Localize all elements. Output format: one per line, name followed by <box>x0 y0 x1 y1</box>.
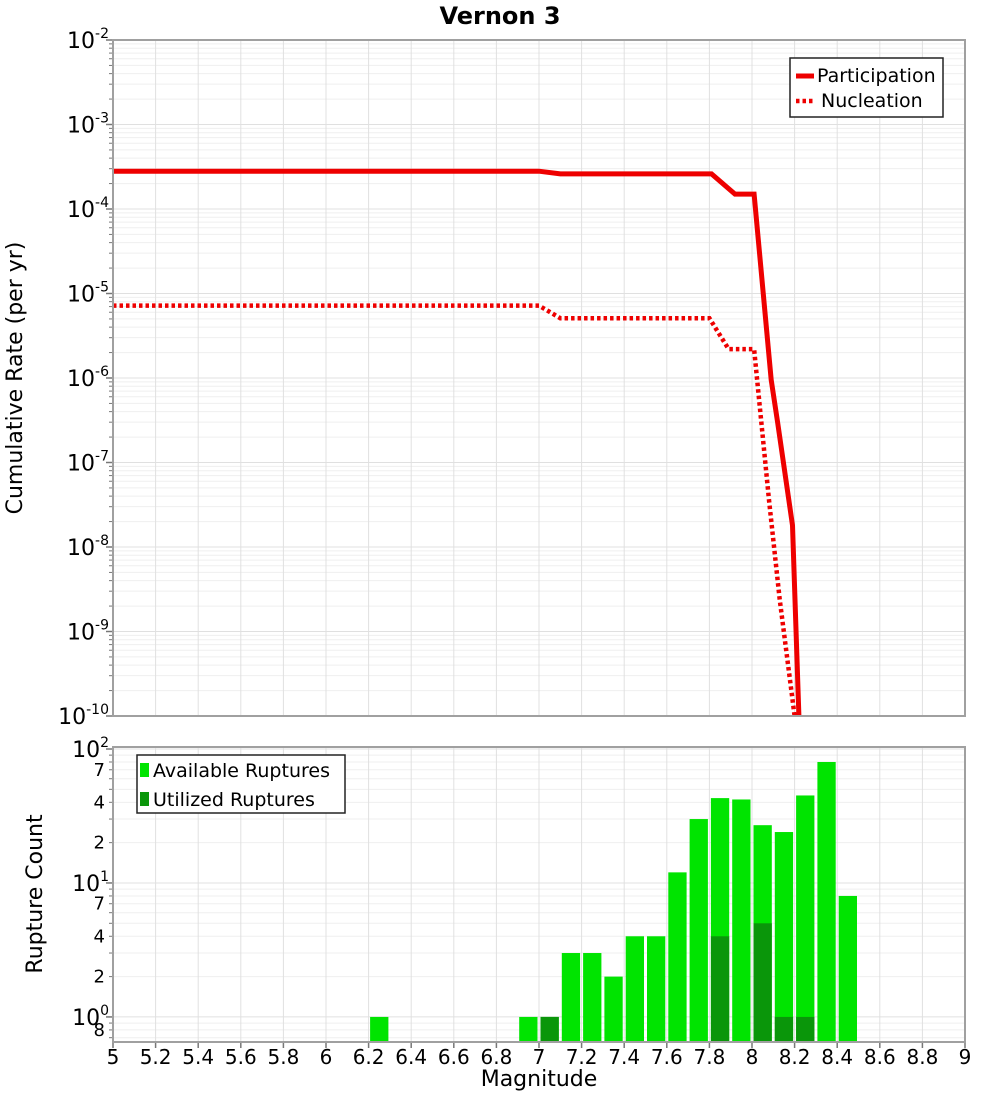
legend-label-available: Available Ruptures <box>153 760 330 782</box>
top-y-axis: 10-10 10-9 10-8 10-7 10-6 10-5 10-4 10-3 10-2 <box>58 26 113 730</box>
y-tick-label: 10-7 <box>67 449 109 477</box>
available-bar <box>625 936 644 1042</box>
top-plot-border <box>112 39 966 717</box>
x-tick-label: 7.2 <box>566 1045 598 1069</box>
utilized-bar <box>753 923 772 1042</box>
x-tick-label: 8 <box>746 1045 759 1069</box>
y-minor-tick-label: 2 <box>94 967 105 988</box>
x-tick-label: 5.6 <box>225 1045 257 1069</box>
utilized-bar <box>710 936 730 1042</box>
x-tick-label: 7.4 <box>608 1045 640 1069</box>
x-tick-label: 9 <box>959 1045 972 1069</box>
y-minor-tick-label: 4 <box>94 926 105 947</box>
y-tick-label: 10-10 <box>58 702 109 730</box>
available-bar <box>561 953 581 1042</box>
x-tick-label: 6.8 <box>480 1045 512 1069</box>
top-legend-box <box>789 57 944 118</box>
y-minor-tick-label: 2 <box>94 833 105 854</box>
y-tick-label: 10-2 <box>67 26 109 54</box>
y-minor-tick-label: 7 <box>94 894 105 915</box>
available-bar <box>668 872 687 1042</box>
x-tick-label: 6.6 <box>438 1045 470 1069</box>
nucleation-line <box>113 303 797 717</box>
top-y-axis-label: Cumulative Rate (per yr) <box>3 242 28 515</box>
x-tick-label: 7 <box>533 1045 546 1069</box>
available-bar <box>647 936 666 1042</box>
x-tick-label: 5 <box>107 1045 120 1069</box>
x-tick-label: 6 <box>320 1045 333 1069</box>
available-bar <box>519 1016 538 1042</box>
y-minor-tick-label: 4 <box>94 792 105 813</box>
y-tick-label: 10-4 <box>67 195 109 223</box>
available-bar <box>732 799 751 1042</box>
bars <box>370 761 857 1042</box>
legend-label-nucleation: Nucleation <box>821 90 923 112</box>
legend-utilized-swatch <box>140 792 149 806</box>
x-tick-label: 5.2 <box>140 1045 172 1069</box>
top-grid <box>113 40 965 716</box>
top-legend: Participation Nucleation <box>789 57 944 118</box>
available-bar <box>604 976 623 1042</box>
y-minor-tick-label: 7 <box>94 760 105 781</box>
y-tick-label: 10-8 <box>67 533 109 561</box>
x-tick-label: 7.6 <box>651 1045 683 1069</box>
x-tick-label: 8.6 <box>864 1045 896 1069</box>
utilized-bar <box>540 1016 559 1042</box>
utilized-bar <box>774 1016 794 1042</box>
y-tick-label: 10-6 <box>67 364 109 392</box>
x-tick-label: 8.2 <box>779 1045 811 1069</box>
bottom-plot-border <box>112 746 966 1043</box>
y-tick-label: 10-9 <box>67 618 109 646</box>
bottom-legend: Available Ruptures Utilized Ruptures <box>136 754 346 814</box>
x-tick-label: 7.8 <box>693 1045 725 1069</box>
legend-label-participation: Participation <box>817 65 936 87</box>
y-tick-label: 10-5 <box>67 280 109 308</box>
bottom-legend-box <box>136 754 346 814</box>
y-tick-label: 100 <box>72 1003 109 1031</box>
available-bar <box>370 1016 389 1042</box>
y-tick-label: 102 <box>72 735 109 763</box>
available-bar <box>583 953 602 1042</box>
x-axis: 5 5.2 5.4 5.6 5.8 6 6.2 6.4 6.6 6.8 7 7.2 7.4 7.6 7.8 8… <box>107 1042 972 1069</box>
available-bar <box>689 819 708 1042</box>
y-tick-label: 101 <box>72 869 109 897</box>
top-panel: 10-10 10-9 10-8 10-7 10-6 10-5 10-4 10-3 10-2 Par… <box>3 26 966 730</box>
available-bar <box>774 832 794 1042</box>
x-tick-label: 8.4 <box>821 1045 853 1069</box>
available-bar <box>796 795 815 1042</box>
available-bar <box>817 761 836 1042</box>
x-tick-label: 5.8 <box>267 1045 299 1069</box>
utilized-bar <box>796 1016 815 1042</box>
y-tick-label: 10-3 <box>67 111 109 139</box>
bottom-y-axis-label: Rupture Count <box>23 814 48 974</box>
x-tick-label: 8.8 <box>906 1045 938 1069</box>
available-bar <box>838 895 857 1042</box>
legend-available-swatch <box>140 763 149 777</box>
legend-label-utilized: Utilized Ruptures <box>153 789 315 811</box>
x-tick-label: 6.4 <box>395 1045 427 1069</box>
y-minor-tick-label: 8 <box>94 1020 105 1041</box>
chart-title: Vernon 3 <box>439 2 561 30</box>
x-tick-label: 6.2 <box>353 1045 385 1069</box>
x-tick-label: 5.4 <box>182 1045 214 1069</box>
participation-line <box>113 168 802 717</box>
x-axis-label: Magnitude <box>481 1067 598 1092</box>
